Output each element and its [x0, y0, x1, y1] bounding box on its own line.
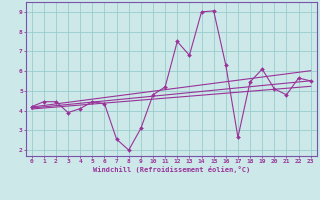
X-axis label: Windchill (Refroidissement éolien,°C): Windchill (Refroidissement éolien,°C): [92, 166, 250, 173]
